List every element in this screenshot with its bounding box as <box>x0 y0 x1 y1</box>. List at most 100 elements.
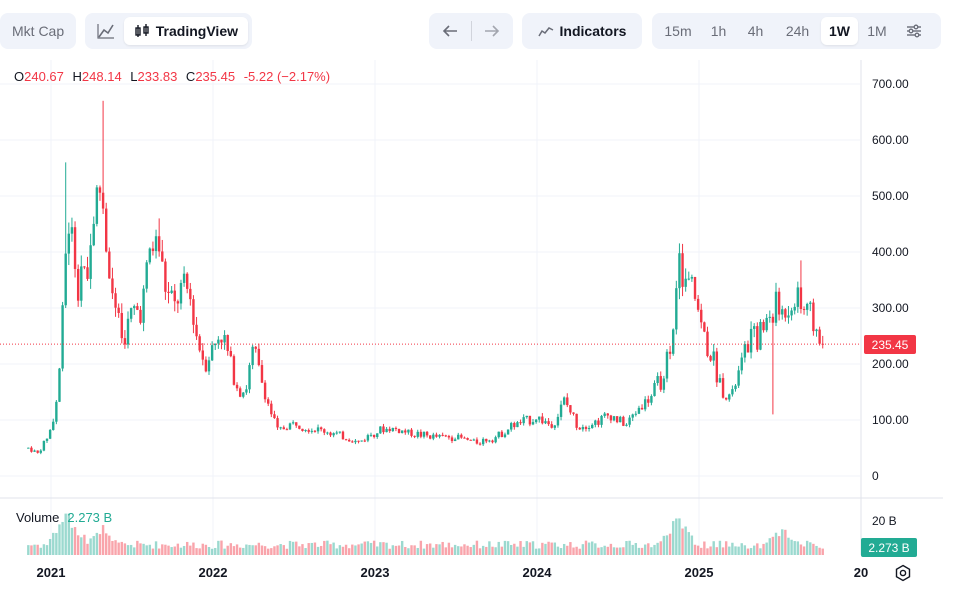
candle-body <box>457 434 460 440</box>
chart-properties-button[interactable] <box>892 562 914 584</box>
chart-settings-button[interactable] <box>896 17 932 45</box>
volume-bar <box>360 543 363 555</box>
volume-bar <box>438 544 441 555</box>
candle-body <box>341 431 345 440</box>
candle-body <box>753 326 756 329</box>
volume-bar <box>285 548 289 555</box>
axes: 700.00 600.00 500.00 400.00 300.00 200.00 100.… <box>0 60 943 580</box>
volume-bar <box>594 543 597 555</box>
volume-bar <box>575 546 578 555</box>
interval-1h[interactable]: 1h <box>710 23 727 39</box>
interval-4h[interactable]: 4h <box>747 23 764 39</box>
mktcap-button[interactable]: Mkt Cap <box>12 23 65 39</box>
volume-bar <box>129 544 133 555</box>
y-tick-label: 500.00 <box>872 189 909 203</box>
candle-body <box>195 324 198 337</box>
volume-bar <box>61 521 64 555</box>
candle-body <box>348 439 351 442</box>
high-key: H <box>72 69 82 84</box>
volume-bar <box>460 546 463 555</box>
ohlc-legend: O240.67 H248.14 L233.83 C235.45 -5.22 (−… <box>14 69 335 84</box>
candle-body <box>329 432 332 436</box>
volume-bar <box>528 542 532 555</box>
candle-body <box>799 287 803 310</box>
candle-body <box>650 396 653 403</box>
candle-body <box>36 450 39 453</box>
candle-body <box>391 427 395 432</box>
interval-1m[interactable]: 1M <box>867 23 887 39</box>
candle-body <box>186 273 189 289</box>
interval-1w[interactable]: 1W <box>821 17 858 45</box>
candle-body <box>326 432 329 434</box>
volume-bar <box>503 540 507 555</box>
x-tick-label: 2024 <box>523 565 553 580</box>
candle-body <box>606 413 609 416</box>
volume-bar <box>740 543 743 555</box>
candle-body <box>89 245 92 279</box>
volume-bar <box>425 544 429 555</box>
candle-body <box>793 306 796 311</box>
volume-bar <box>404 546 407 555</box>
candle-body <box>559 404 563 417</box>
candle-body <box>120 312 123 339</box>
candle-body <box>279 427 282 429</box>
candle-body <box>762 321 765 331</box>
volume-bar <box>703 541 706 555</box>
volume-bar <box>774 532 778 555</box>
volume-bar <box>407 548 410 555</box>
candle-body <box>338 431 342 433</box>
volume-bar <box>793 541 796 555</box>
volume-bar <box>126 545 130 555</box>
volume-bar <box>363 541 366 555</box>
undo-button[interactable] <box>433 17 467 45</box>
candle-body <box>108 251 111 279</box>
x-tick-label: 2025 <box>685 565 714 580</box>
volume-bar <box>55 532 58 555</box>
volume-bar <box>397 545 401 555</box>
candle-body <box>615 416 619 423</box>
open-value: 240.67 <box>24 69 64 84</box>
candle-body <box>235 384 239 389</box>
candle-body <box>210 345 214 361</box>
volume-bar <box>226 545 229 555</box>
volume-bar <box>304 548 307 555</box>
tradingview-label: TradingView <box>155 23 238 39</box>
volume-bar <box>270 548 273 555</box>
candle-body <box>298 425 301 429</box>
candle-body <box>578 427 581 430</box>
volume-bar <box>295 541 298 555</box>
line-chart-button[interactable] <box>89 17 124 45</box>
candle-body <box>737 370 740 386</box>
volume-bar <box>376 546 379 555</box>
candle-body <box>584 427 588 429</box>
candle-body <box>245 389 248 393</box>
candle-body <box>164 261 167 292</box>
indicators-button[interactable]: Indicators <box>526 17 638 45</box>
tradingview-button[interactable]: TradingView <box>123 17 248 45</box>
candle-body <box>304 430 307 432</box>
volume-bar <box>812 543 815 555</box>
candle-body <box>27 447 30 449</box>
volume-bar <box>92 536 95 555</box>
volume-bar <box>469 547 472 555</box>
candle-body <box>678 253 681 289</box>
candle-body <box>416 431 419 437</box>
candle-body <box>591 424 594 429</box>
volume-bar <box>151 548 155 555</box>
volume-bar <box>681 528 684 555</box>
candle-body <box>453 439 457 442</box>
candle-body <box>447 435 451 438</box>
candle-body <box>385 428 388 433</box>
candle-body <box>45 438 49 441</box>
candle-body <box>363 440 366 442</box>
volume-bar <box>83 534 86 555</box>
redo-button[interactable] <box>475 17 509 45</box>
volume-bar <box>675 518 678 555</box>
candle-body <box>603 413 606 416</box>
volume-bar <box>787 537 790 555</box>
interval-15m[interactable]: 15m <box>664 23 692 39</box>
volume-bar <box>809 542 812 555</box>
candle-body <box>192 299 195 325</box>
interval-24h[interactable]: 24h <box>785 23 810 39</box>
candlestick-chart[interactable]: 700.00 600.00 500.00 400.00 300.00 200.00 100.… <box>0 60 953 595</box>
